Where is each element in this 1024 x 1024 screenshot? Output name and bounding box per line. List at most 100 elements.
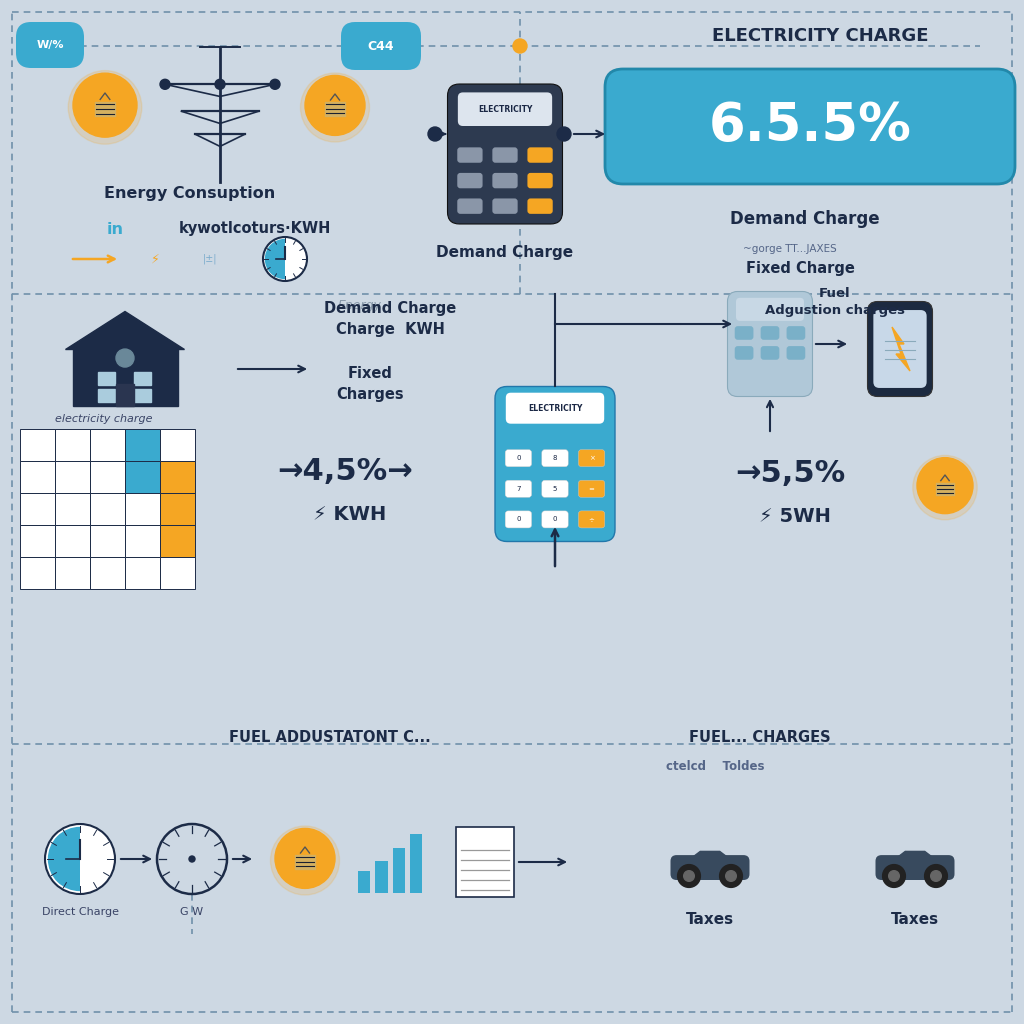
Wedge shape <box>48 826 80 891</box>
Text: W/%: W/% <box>36 40 63 50</box>
Bar <box>55 461 90 493</box>
Bar <box>90 429 125 461</box>
FancyBboxPatch shape <box>727 292 812 396</box>
Circle shape <box>918 458 973 514</box>
Text: ELECTRICITY: ELECTRICITY <box>527 403 583 413</box>
Bar <box>20 525 55 557</box>
Circle shape <box>69 71 141 144</box>
Bar <box>20 493 55 525</box>
Bar <box>90 525 125 557</box>
Text: 8: 8 <box>553 456 557 461</box>
Bar <box>20 461 55 493</box>
Bar <box>125 429 160 461</box>
FancyBboxPatch shape <box>542 480 568 498</box>
Bar <box>55 429 90 461</box>
Text: Energy Consuption: Energy Consuption <box>104 186 275 202</box>
FancyBboxPatch shape <box>16 22 84 68</box>
Polygon shape <box>66 311 184 349</box>
FancyBboxPatch shape <box>506 392 604 424</box>
FancyBboxPatch shape <box>493 173 518 188</box>
Text: →5,5%: →5,5% <box>735 460 845 488</box>
Text: Fuel
Adgustion charges: Fuel Adgustion charges <box>765 287 905 317</box>
Polygon shape <box>898 851 932 857</box>
Circle shape <box>300 73 370 142</box>
FancyBboxPatch shape <box>505 480 531 498</box>
Circle shape <box>678 864 700 888</box>
Circle shape <box>557 127 571 141</box>
Text: FUEL... CHARGES: FUEL... CHARGES <box>689 730 830 745</box>
Bar <box>410 835 423 893</box>
Bar <box>55 493 90 525</box>
Polygon shape <box>892 327 910 371</box>
Circle shape <box>270 826 340 895</box>
Circle shape <box>160 79 170 89</box>
Circle shape <box>684 870 694 882</box>
Bar <box>90 557 125 589</box>
Text: ⚡: ⚡ <box>151 253 160 265</box>
Text: Demand Charge: Demand Charge <box>730 210 880 228</box>
Text: Fixed Charge: Fixed Charge <box>745 261 854 276</box>
FancyBboxPatch shape <box>579 511 605 528</box>
FancyBboxPatch shape <box>579 480 605 498</box>
Bar <box>160 429 195 461</box>
FancyBboxPatch shape <box>873 310 927 388</box>
Polygon shape <box>693 851 727 857</box>
FancyBboxPatch shape <box>505 511 531 528</box>
FancyBboxPatch shape <box>867 301 933 396</box>
Text: electricity charge: electricity charge <box>55 414 153 424</box>
Text: 7: 7 <box>516 485 520 492</box>
Bar <box>357 871 370 893</box>
Bar <box>55 557 90 589</box>
Circle shape <box>263 237 307 281</box>
Text: 0: 0 <box>516 516 520 522</box>
Circle shape <box>189 856 195 862</box>
FancyBboxPatch shape <box>671 855 750 880</box>
FancyBboxPatch shape <box>495 386 615 542</box>
FancyBboxPatch shape <box>447 84 562 224</box>
FancyBboxPatch shape <box>505 450 531 467</box>
Text: Fixed
Charges: Fixed Charges <box>336 366 403 402</box>
Circle shape <box>513 39 527 53</box>
FancyBboxPatch shape <box>542 511 568 528</box>
FancyBboxPatch shape <box>876 855 954 880</box>
Text: Direct Charge: Direct Charge <box>42 907 119 918</box>
FancyBboxPatch shape <box>736 298 804 321</box>
FancyBboxPatch shape <box>761 327 779 340</box>
Bar <box>160 461 195 493</box>
Text: FUEL ADDUSTATONT C...: FUEL ADDUSTATONT C... <box>229 730 431 745</box>
FancyBboxPatch shape <box>761 346 779 359</box>
FancyBboxPatch shape <box>542 450 568 467</box>
Circle shape <box>912 456 977 520</box>
Bar <box>375 861 387 893</box>
Bar <box>456 827 514 897</box>
Wedge shape <box>265 239 285 280</box>
Bar <box>55 525 90 557</box>
Bar <box>134 388 151 401</box>
Circle shape <box>305 76 365 135</box>
Text: ⚡ KWH: ⚡ KWH <box>313 505 387 523</box>
Bar <box>20 429 55 461</box>
FancyBboxPatch shape <box>493 199 518 214</box>
Bar <box>160 557 195 589</box>
Circle shape <box>270 79 280 89</box>
FancyBboxPatch shape <box>458 173 482 188</box>
Text: kywotlcoturs·KWH: kywotlcoturs·KWH <box>179 221 331 237</box>
FancyBboxPatch shape <box>735 346 754 359</box>
Bar <box>160 525 195 557</box>
Circle shape <box>925 864 947 888</box>
Text: |±|: |±| <box>203 254 217 264</box>
FancyBboxPatch shape <box>493 147 518 163</box>
Bar <box>20 557 55 589</box>
Text: ⚡ 5WH: ⚡ 5WH <box>759 507 830 525</box>
Text: 6.5.5%: 6.5.5% <box>709 100 911 153</box>
Bar <box>73 349 177 407</box>
Text: Taxes: Taxes <box>891 911 939 927</box>
Circle shape <box>726 870 736 882</box>
Bar <box>125 493 160 525</box>
Text: Demand Charge: Demand Charge <box>436 245 573 259</box>
Bar <box>936 482 954 496</box>
Bar <box>160 493 195 525</box>
Circle shape <box>275 828 335 889</box>
Bar <box>90 493 125 525</box>
Circle shape <box>428 127 442 141</box>
